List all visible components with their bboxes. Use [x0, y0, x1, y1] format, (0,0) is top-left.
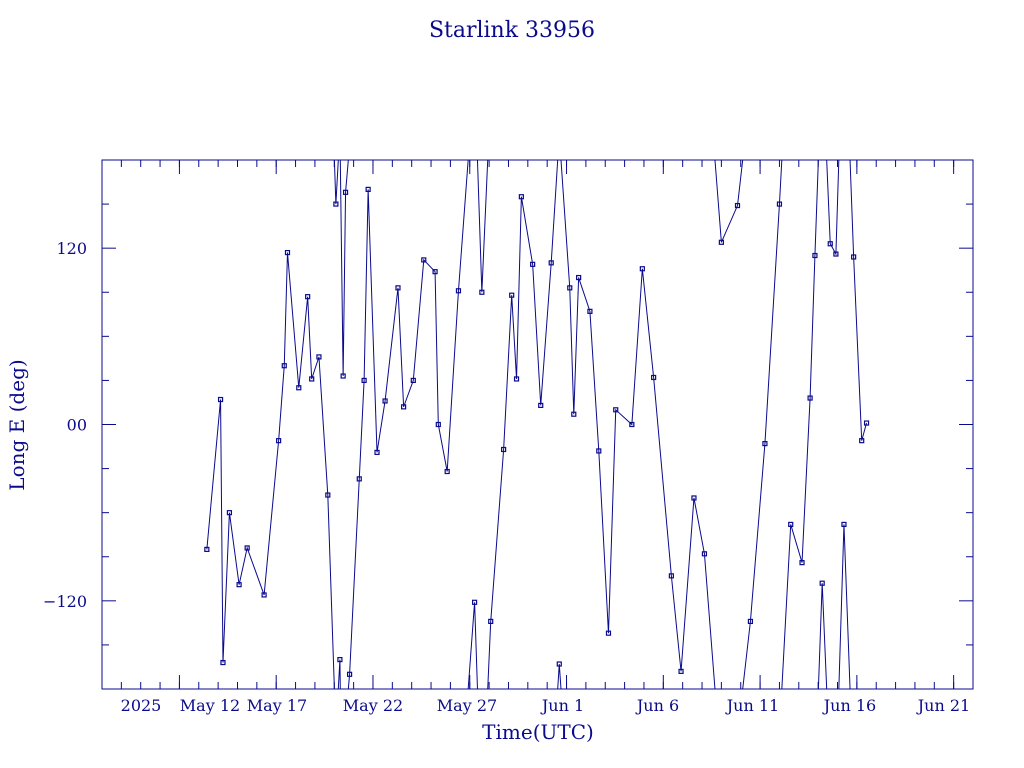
- data-point: [571, 411, 577, 417]
- x-axis: 2025 May 12 May 17 May 22 May 27 Jun 1 Jun 6 Ju…: [121, 160, 970, 715]
- y-tick-label: 00: [67, 416, 87, 435]
- data-point: [346, 671, 353, 677]
- x-tick-label: Jun 1: [540, 696, 584, 715]
- data-point: [556, 661, 562, 667]
- x-tick-label: May 17: [247, 696, 307, 715]
- data-point: [762, 441, 768, 447]
- plot-area: [204, 160, 870, 689]
- data-point: [471, 599, 478, 605]
- data-point: [217, 396, 224, 403]
- data-point: [799, 560, 805, 566]
- data-point: [395, 285, 401, 291]
- data-point: [421, 257, 427, 263]
- data-point: [851, 254, 857, 260]
- x-tick-label: Jun 16: [822, 696, 876, 715]
- data-point: [639, 266, 645, 272]
- data-point: [651, 374, 657, 381]
- data-point: [435, 421, 441, 428]
- data-point: [361, 377, 367, 384]
- data-point: [613, 407, 619, 413]
- data-point: [518, 194, 524, 200]
- data-point: [567, 285, 573, 291]
- x-tick-label: May 22: [343, 696, 403, 715]
- plot-frame: [101, 159, 974, 690]
- data-point: [509, 292, 515, 298]
- data-point: [236, 582, 242, 588]
- data-point: [668, 573, 674, 579]
- data-point: [337, 657, 343, 663]
- data-point: [220, 659, 226, 666]
- data-point: [309, 376, 315, 382]
- data-point: [401, 404, 407, 410]
- data-point: [382, 398, 388, 404]
- data-point: [479, 289, 485, 295]
- data-point: [444, 468, 450, 475]
- x-tick-label: Jun 21: [916, 696, 970, 715]
- data-point: [333, 201, 339, 207]
- y-axis: −120 00 120: [43, 203, 973, 646]
- data-point: [576, 274, 582, 281]
- x-tick-label: Jun 11: [725, 696, 779, 715]
- chart-title: Starlink 33956: [429, 18, 595, 43]
- data-point: [734, 202, 741, 209]
- x-axis-label: Time(UTC): [482, 720, 594, 744]
- data-point: [833, 251, 839, 257]
- y-tick-label: −120: [43, 592, 87, 611]
- data-point: [548, 260, 554, 266]
- y-tick-label: 120: [56, 239, 87, 258]
- data-point: [701, 551, 708, 557]
- data-point: [316, 354, 322, 360]
- data-point: [325, 492, 331, 498]
- data-point: [776, 201, 783, 207]
- data-point: [342, 189, 349, 195]
- data-point: [538, 402, 544, 408]
- data-point: [432, 269, 438, 275]
- data-point: [340, 373, 346, 379]
- data-point: [812, 252, 818, 259]
- data-point: [629, 421, 635, 428]
- data-point: [276, 438, 282, 444]
- data-point: [261, 592, 267, 598]
- data-point: [410, 377, 416, 384]
- data-point: [455, 288, 462, 294]
- data-point: [365, 186, 371, 192]
- x-tick-label: May 12: [180, 696, 240, 715]
- data-point: [305, 294, 311, 300]
- data-point: [488, 618, 494, 625]
- x-tick-label: 2025: [121, 696, 162, 715]
- data-point: [204, 546, 210, 553]
- data-point: [513, 376, 520, 382]
- data-point: [819, 580, 825, 586]
- data-point: [807, 395, 813, 401]
- data-point: [530, 261, 536, 267]
- x-tick-label: Jun 6: [635, 696, 679, 715]
- data-point: [587, 308, 593, 314]
- y-axis-label: Long E (deg): [5, 359, 29, 490]
- data-point: [718, 239, 724, 245]
- data-point: [691, 495, 697, 501]
- data-point: [356, 476, 362, 482]
- x-tick-label: May 27: [437, 696, 497, 715]
- data-point: [678, 668, 684, 674]
- data-point: [501, 446, 507, 453]
- data-point: [747, 618, 754, 625]
- series-line: [206, 160, 868, 689]
- data-point: [281, 363, 287, 369]
- data-point: [605, 630, 612, 636]
- data-point: [284, 249, 291, 256]
- data-point: [827, 241, 833, 247]
- data-point: [374, 449, 380, 456]
- data-point: [596, 448, 602, 454]
- data-point: [863, 420, 870, 426]
- data-point: [859, 438, 865, 444]
- data-point: [244, 545, 250, 551]
- data-point: [226, 510, 233, 516]
- data-point: [788, 521, 794, 528]
- data-point: [296, 385, 302, 391]
- data-point: [841, 521, 847, 528]
